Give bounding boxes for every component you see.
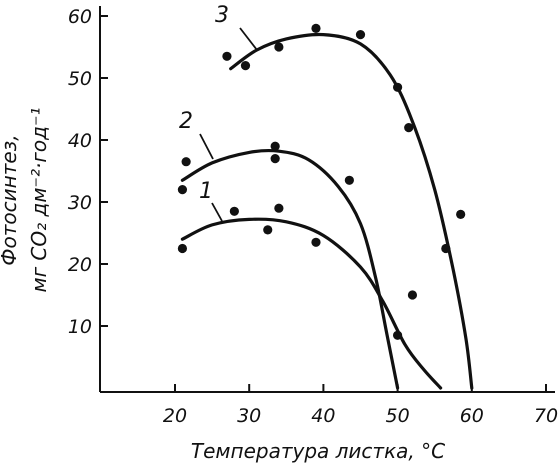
data-point-series-3	[456, 209, 466, 219]
x-axis-title: Температура листка, °C	[191, 439, 445, 463]
y-tick-label: 60	[68, 6, 92, 28]
curve-label-1: 1	[199, 179, 213, 204]
data-point-series-1	[263, 225, 273, 235]
data-point-series-1	[274, 203, 284, 213]
y-tick-label: 40	[68, 130, 92, 152]
data-point-series-3	[393, 82, 403, 92]
data-point-series-2	[177, 185, 188, 195]
curve-1	[180, 217, 443, 390]
data-point-series-2	[270, 154, 280, 164]
data-point-series-3	[355, 29, 366, 40]
data-point-series-3	[311, 23, 321, 33]
curve-label-2: 2	[179, 109, 193, 134]
data-point-series-3	[274, 42, 284, 52]
x-tick-label: 30	[237, 405, 261, 427]
data-point-series-3	[222, 51, 232, 61]
curve-label-leader-2	[199, 133, 214, 160]
data-point-series-3	[240, 61, 251, 71]
y-axis-title-line2: мг CO₂ дм⁻²·год⁻¹	[27, 107, 51, 292]
data-point-series-1	[393, 330, 403, 340]
data-point-series-1	[177, 243, 188, 254]
x-tick-label: 40	[311, 405, 335, 427]
y-axis-title-line1: Фотосинтез,	[0, 134, 21, 265]
x-tick-label: 50	[386, 405, 410, 427]
data-point-series-2	[270, 141, 280, 151]
curve-label-3: 3	[215, 3, 229, 28]
data-point-series-1	[229, 206, 239, 216]
y-tick-label: 10	[68, 316, 92, 338]
curve-3	[229, 32, 474, 390]
x-tick-label: 70	[534, 405, 558, 427]
y-tick-label: 20	[68, 254, 92, 276]
curve-label-leader-1	[211, 202, 223, 222]
data-point-series-2	[344, 175, 354, 185]
y-tick-label: 50	[68, 68, 92, 90]
data-point-series-2	[181, 157, 191, 167]
curve-label-leader-3	[239, 27, 258, 51]
y-tick-label: 30	[68, 192, 92, 214]
x-tick-label: 60	[460, 405, 484, 427]
data-point-series-1	[407, 290, 418, 300]
x-tick-label: 20	[163, 405, 187, 427]
curve-2	[180, 148, 400, 390]
data-point-series-3	[404, 123, 414, 133]
data-point-series-1	[311, 237, 321, 247]
data-point-series-3	[441, 243, 451, 254]
